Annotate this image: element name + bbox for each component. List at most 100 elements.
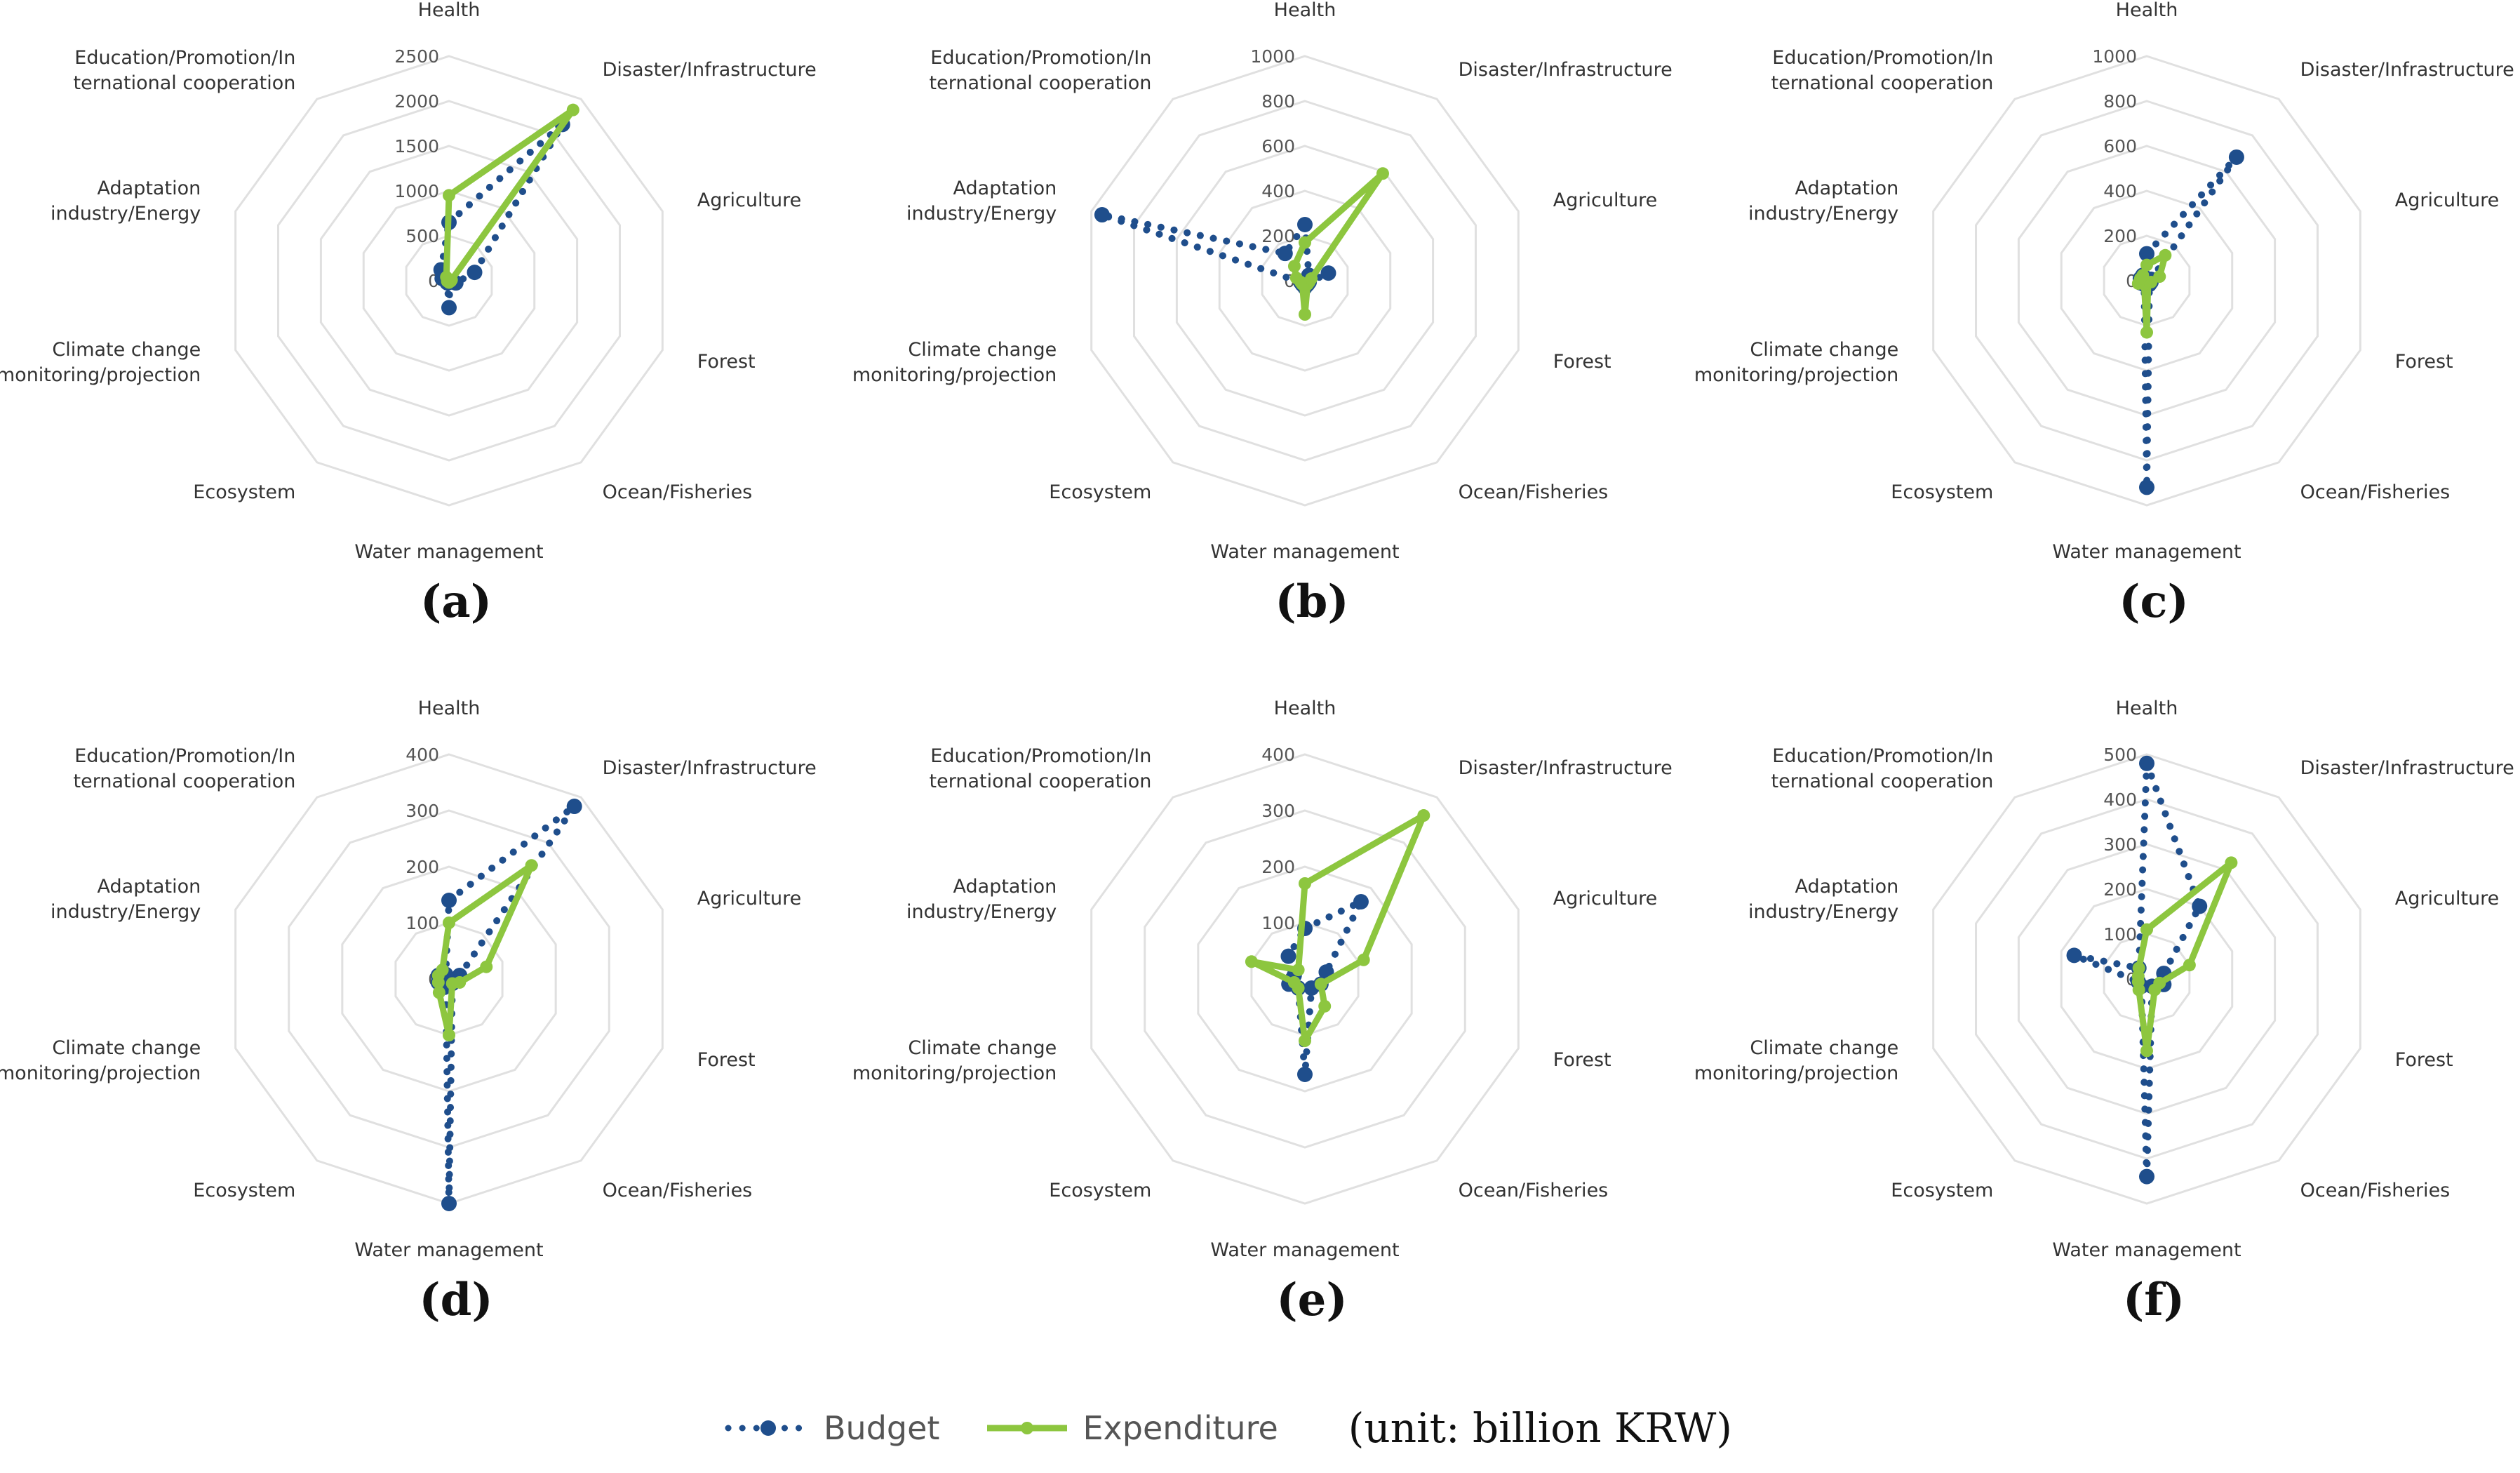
legend-swatch-expenditure <box>987 1422 1068 1434</box>
axis-label-e-4: Ocean/Fisheries <box>1459 1180 1609 1201</box>
tick-label-e-4: 400 <box>1261 745 1295 765</box>
point-expenditure-d-4 <box>445 977 459 990</box>
axis-label-line-a-7-1: monitoring/projection <box>0 364 201 386</box>
axis-label-f-3: Forest <box>2395 1049 2453 1071</box>
axis-label-d-7: Climate change monitoring/projection <box>0 1037 201 1084</box>
axis-label-line-f-0-0: Health <box>2116 698 2178 719</box>
axis-label-d-5: Water management <box>354 1239 543 1261</box>
point-expenditure-c-5 <box>2140 326 2153 339</box>
axis-label-line-c-7-0: Climate change <box>1750 339 1898 361</box>
point-budget-e-5 <box>1297 1067 1313 1082</box>
axis-label-line-e-7-0: Climate change <box>908 1037 1057 1059</box>
axis-label-b-3: Forest <box>1553 351 1611 373</box>
point-expenditure-f-1 <box>2225 856 2238 869</box>
grid-ring-b-3 <box>1175 145 1435 417</box>
tick-label-f-3: 300 <box>2103 834 2137 855</box>
point-budget-f-5 <box>2139 1168 2154 1185</box>
axis-label-line-b-5-0: Water management <box>1210 541 1399 563</box>
axis-label-line-e-6-0: Ecosystem <box>1049 1180 1151 1201</box>
axis-label-line-a-1-0: Disaster/Infrastructure <box>603 59 817 81</box>
radar-chart-a: 05001000150020002500HealthDisaster/Infra… <box>0 0 817 563</box>
axis-label-e-6: Ecosystem <box>1049 1180 1151 1201</box>
point-expenditure-e-7 <box>1287 975 1301 989</box>
axis-label-line-a-0-0: Health <box>418 0 481 21</box>
axis-label-c-3: Forest <box>2395 351 2453 373</box>
axis-label-line-b-6-0: Ecosystem <box>1049 481 1151 503</box>
point-expenditure-a-9 <box>440 270 453 284</box>
axis-label-line-a-6-0: Ecosystem <box>193 481 295 503</box>
point-expenditure-f-2 <box>2183 959 2196 972</box>
axis-label-c-7: Climate change monitoring/projection <box>1694 339 1898 386</box>
point-expenditure-d-2 <box>480 960 493 973</box>
axis-label-b-6: Ecosystem <box>1049 481 1151 503</box>
grid-ring-b-5 <box>1090 55 1520 507</box>
point-expenditure-d-1 <box>525 859 538 872</box>
axis-label-line-d-8-0: Adaptation <box>98 876 201 898</box>
axis-label-line-e-8-1: industry/Energy <box>906 901 1057 923</box>
axis-label-f-1: Disaster/Infrastructure <box>2300 757 2514 779</box>
point-budget-a-5 <box>441 300 457 316</box>
axis-label-line-b-9-0: Education/Promotion/In <box>930 47 1151 69</box>
axis-label-c-9: Education/Promotion/In ternational cooper… <box>1771 47 1994 94</box>
point-budget-a-2 <box>467 265 483 281</box>
grid-ring-e-2 <box>1197 865 1413 1093</box>
tick-label-a-1: 500 <box>406 226 439 246</box>
panel-label-c: (c) <box>2119 575 2189 628</box>
axis-label-e-0: Health <box>1274 698 1336 719</box>
axis-label-line-f-9-0: Education/Promotion/In <box>1772 745 1993 767</box>
tick-label-a-5: 2500 <box>394 46 439 67</box>
grid-ring-e-4 <box>1090 753 1520 1205</box>
axis-label-line-a-9-1: ternational cooperation <box>74 72 296 94</box>
axis-label-f-9: Education/Promotion/In ternational cooper… <box>1771 745 1994 792</box>
axis-label-line-a-2-0: Agriculture <box>697 189 801 211</box>
axis-label-line-e-0-0: Health <box>1274 698 1336 719</box>
point-expenditure-d-9 <box>436 964 449 977</box>
legend-swatch-budget <box>725 1420 812 1436</box>
axis-label-line-b-3-0: Forest <box>1553 351 1611 373</box>
axis-label-line-c-6-0: Ecosystem <box>1891 481 1993 503</box>
point-expenditure-c-1 <box>2159 248 2172 262</box>
axis-label-line-f-7-0: Climate change <box>1750 1037 1898 1059</box>
grid-ring-a-5 <box>234 55 664 507</box>
axis-label-line-c-2-0: Agriculture <box>2395 189 2500 211</box>
panel-label-f: (f) <box>2122 1274 2185 1326</box>
grid-ring-a-1 <box>405 234 493 327</box>
point-expenditure-b-5 <box>1299 308 1311 321</box>
radar-chart-c: 02004006008001000HealthDisaster/Infrastr… <box>1694 0 2514 563</box>
axis-label-line-b-4-0: Ocean/Fisheries <box>1459 481 1609 503</box>
legend: Budget Expenditure (unit: billion KRW) <box>723 1397 1775 1460</box>
axis-label-line-c-7-1: monitoring/projection <box>1694 364 1898 386</box>
legend-label-expenditure: Expenditure <box>1083 1409 1278 1447</box>
tick-label-f-4: 400 <box>2103 789 2137 810</box>
axis-label-line-e-2-0: Agriculture <box>1553 888 1658 909</box>
axis-label-line-c-4-0: Ocean/Fisheries <box>2300 481 2451 503</box>
tick-label-c-3: 600 <box>2103 136 2137 156</box>
point-expenditure-e-5 <box>1299 1034 1311 1047</box>
panel-d: 0100200300400HealthDisaster/Infrastructu… <box>0 698 870 1372</box>
axis-label-line-f-8-1: industry/Energy <box>1748 901 1898 923</box>
panel-a: 0 500 1000 1500 2000 2500 Health Disaster/Infra… <box>0 0 870 674</box>
tick-label-c-1: 200 <box>2103 226 2137 246</box>
axis-label-line-c-8-1: industry/Energy <box>1748 203 1898 225</box>
axis-label-line-e-9-0: Education/Promotion/In <box>930 745 1151 767</box>
point-expenditure-b-9 <box>1287 260 1301 273</box>
axis-label-line-e-9-1: ternational cooperation <box>930 771 1152 792</box>
point-budget-c-5 <box>2139 479 2154 495</box>
point-expenditure-e-1 <box>1417 809 1430 822</box>
tick-label-e-1: 100 <box>1261 913 1295 933</box>
axis-label-line-b-0-0: Health <box>1274 0 1336 21</box>
axis-label-line-b-9-1: ternational cooperation <box>930 72 1152 94</box>
axis-label-line-b-8-1: industry/Energy <box>906 203 1057 225</box>
point-budget-c-0 <box>2139 246 2154 262</box>
axis-label-e-8: Adaptation industry/Energy <box>906 876 1057 923</box>
point-expenditure-e-2 <box>1357 953 1370 966</box>
axis-label-e-2: Agriculture <box>1553 888 1658 909</box>
tick-label-f-5: 500 <box>2103 745 2137 765</box>
grid-ring-f-3 <box>2017 843 2277 1115</box>
axis-label-f-2: Agriculture <box>2395 888 2500 909</box>
axis-label-b-9: Education/Promotion/In ternational cooper… <box>930 47 1152 94</box>
panel-e: 0100200300400HealthDisaster/Infrastructu… <box>852 698 1726 1372</box>
grid-ring-a-4 <box>277 100 621 462</box>
point-budget-d-0 <box>441 893 457 908</box>
